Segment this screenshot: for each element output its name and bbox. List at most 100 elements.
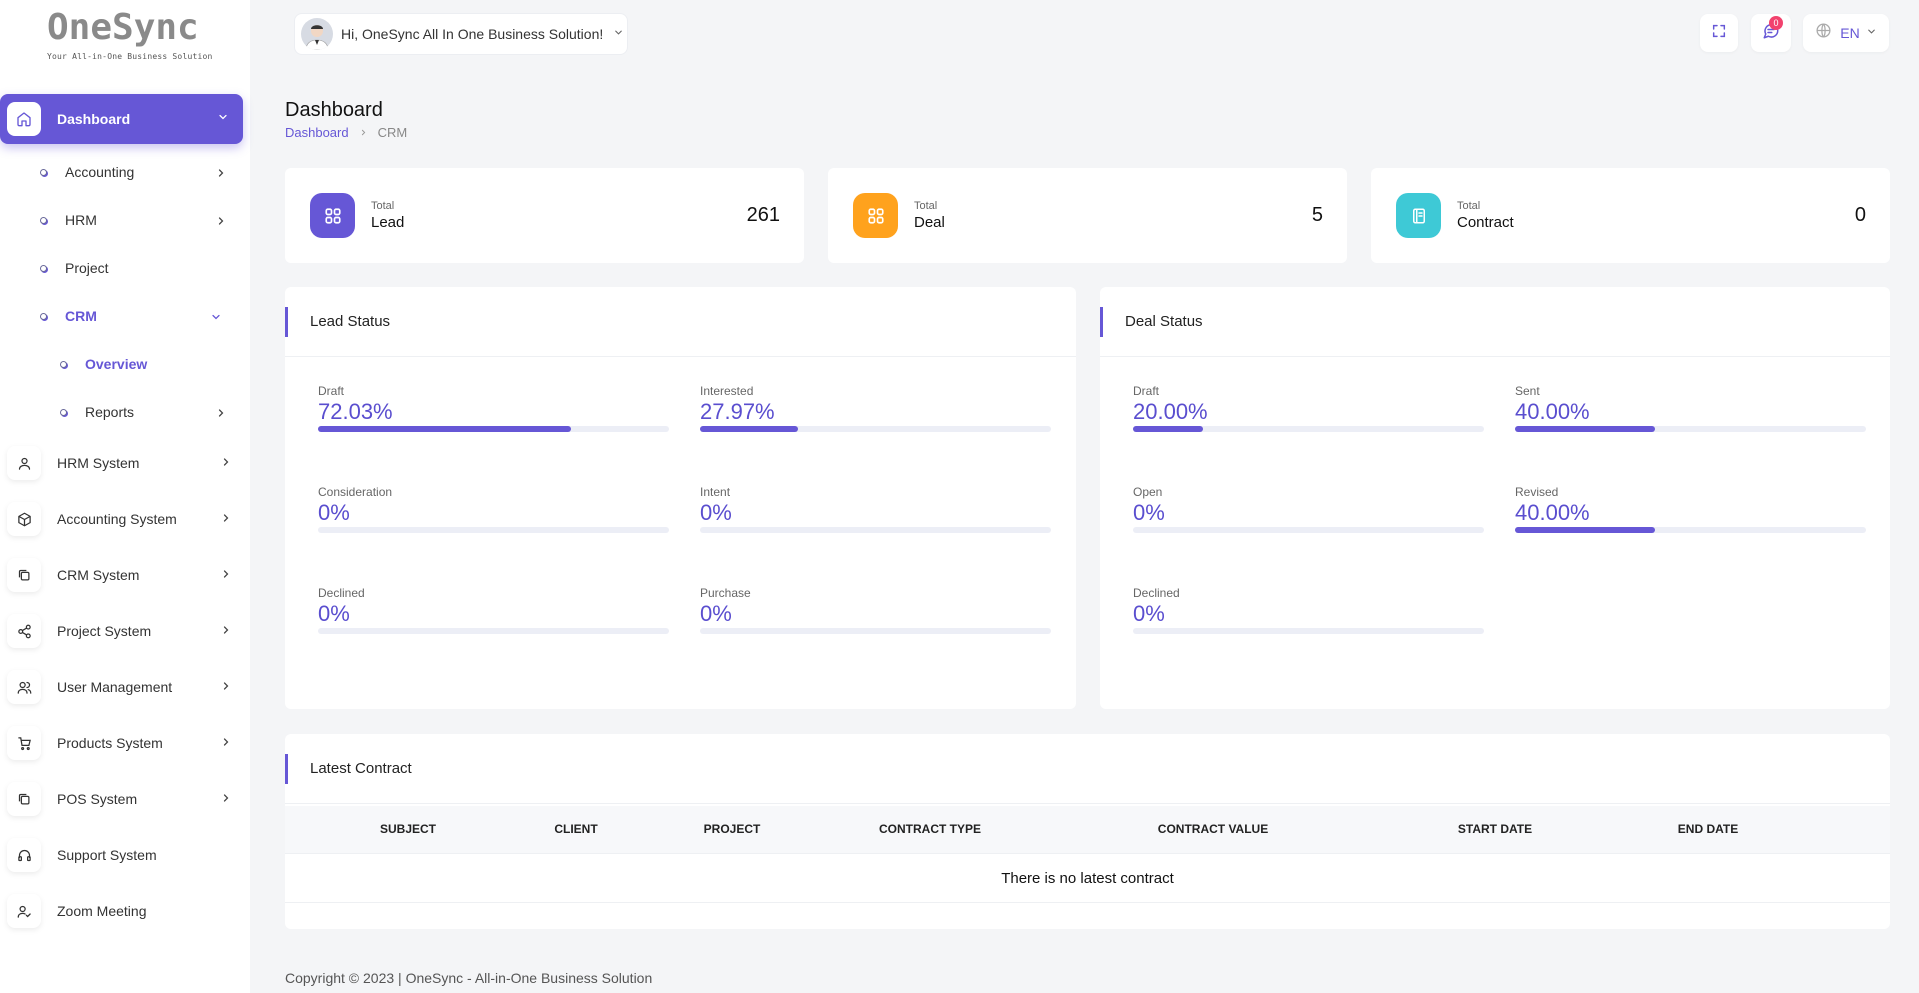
metric-value: 0% — [1133, 500, 1165, 525]
sidebar-item-label: Products System — [57, 735, 163, 751]
home-icon — [7, 102, 41, 136]
column-header[interactable]: CONTRACT VALUE — [1157, 822, 1269, 836]
chevron-right-icon — [220, 679, 232, 695]
sidebar-subitem-label: Overview — [85, 356, 148, 372]
lead-status-panel: Lead Status Draft 72.03% Interested 27.9… — [285, 287, 1076, 709]
metric-label: Open — [1133, 485, 1163, 499]
logo-title: OneSync — [47, 7, 199, 48]
avatar — [301, 18, 333, 50]
user-icon — [7, 446, 41, 480]
chevron-right-icon — [220, 791, 232, 807]
sidebar-subitem-accounting[interactable]: Accounting — [40, 162, 230, 182]
stat-value: 261 — [746, 204, 780, 226]
stat-card-contract: Total Contract 0 — [1371, 168, 1890, 263]
panel-header: Deal Status — [1100, 287, 1890, 357]
sidebar-subitem-label: CRM — [65, 308, 97, 324]
sidebar-item-crm-system[interactable]: CRM System — [7, 558, 232, 592]
lead-metric-declined: Declined 0% — [318, 586, 669, 634]
chevron-down-icon — [1866, 24, 1877, 42]
metric-value: 27.97% — [700, 399, 775, 424]
column-header[interactable]: CLIENT — [554, 822, 598, 836]
sidebar-subitem-crm[interactable]: CRM — [40, 306, 230, 326]
progress-fill — [1515, 426, 1656, 432]
stat-label: Contract — [1457, 214, 1514, 231]
metric-label: Interested — [700, 384, 754, 398]
grid-icon — [310, 193, 355, 238]
column-header[interactable]: CONTRACT TYPE — [879, 822, 981, 836]
stat-caption: Total — [371, 200, 395, 212]
progress-bar — [1133, 527, 1484, 533]
column-header[interactable]: END DATE — [1677, 822, 1739, 836]
fullscreen-icon — [1711, 23, 1727, 44]
metric-label: Declined — [318, 586, 365, 600]
latest-contract-panel: Latest Contract SUBJECT CLIENT PROJECT C… — [285, 734, 1890, 929]
fullscreen-button[interactable] — [1700, 14, 1738, 52]
stat-value: 0 — [1854, 204, 1866, 226]
metric-value: 0% — [700, 601, 732, 626]
sidebar-subitem-reports[interactable]: Reports — [60, 402, 230, 422]
metric-label: Revised — [1515, 485, 1559, 499]
bullet-icon — [40, 312, 47, 320]
column-header[interactable]: PROJECT — [703, 822, 761, 836]
sidebar-item-label: Accounting System — [57, 511, 177, 527]
language-selector[interactable]: EN — [1803, 14, 1889, 52]
stat-caption: Total — [914, 200, 938, 212]
layers-icon — [7, 782, 41, 816]
metric-label: Intent — [700, 485, 731, 499]
logo[interactable]: OneSync Your All-in-One Business Solutio… — [47, 6, 213, 61]
sidebar-item-user-management[interactable]: User Management — [7, 670, 232, 704]
sidebar-subitem-project[interactable]: Project — [40, 258, 230, 278]
sidebar-item-label: Project System — [57, 623, 152, 639]
chevron-right-icon — [220, 623, 232, 639]
sidebar-item-products-system[interactable]: Products System — [7, 726, 232, 760]
column-header[interactable]: SUBJECT — [379, 822, 437, 836]
sidebar-item-dashboard[interactable]: Dashboard — [0, 94, 243, 144]
chevron-right-icon — [220, 567, 232, 583]
sidebar-item-label: Dashboard — [57, 111, 131, 127]
bullet-icon — [60, 360, 67, 368]
progress-fill — [318, 426, 571, 432]
sidebar-item-hrm-system[interactable]: HRM System — [7, 446, 232, 480]
sidebar-item-accounting-system[interactable]: Accounting System — [7, 502, 232, 536]
metric-label: Declined — [1133, 586, 1180, 600]
breadcrumb-link-dashboard[interactable]: Dashboard — [285, 125, 349, 140]
share-icon — [7, 614, 41, 648]
sidebar-item-zoom-meeting[interactable]: Zoom Meeting — [7, 894, 232, 928]
user-menu[interactable]: Hi, OneSync All In One Business Solution… — [294, 13, 628, 55]
table-empty-message: There is no latest contract — [285, 855, 1890, 903]
panel-header: Latest Contract — [285, 734, 1890, 804]
chevron-right-icon — [220, 735, 232, 751]
metric-value: 0% — [318, 500, 350, 525]
metric-label: Consideration — [318, 485, 393, 499]
chevron-down-icon — [613, 25, 624, 43]
language-label: EN — [1840, 25, 1860, 41]
sidebar-item-project-system[interactable]: Project System — [7, 614, 232, 648]
progress-fill — [1515, 527, 1656, 533]
progress-bar — [700, 527, 1051, 533]
sidebar-item-support-system[interactable]: Support System — [7, 838, 232, 872]
notification-badge: 0 — [1769, 16, 1783, 30]
metric-label: Sent — [1515, 384, 1540, 398]
panel-header: Lead Status — [285, 287, 1076, 357]
metric-value: 0% — [700, 500, 732, 525]
sidebar: OneSync Your All-in-One Business Solutio… — [0, 0, 250, 993]
report-icon — [1396, 193, 1441, 238]
sidebar-item-label: Zoom Meeting — [57, 903, 147, 919]
sidebar-item-pos-system[interactable]: POS System — [7, 782, 232, 816]
messages-button[interactable]: 0 — [1751, 14, 1791, 52]
lead-metric-consideration: Consideration 0% — [318, 485, 669, 533]
bullet-icon — [40, 168, 47, 176]
progress-bar — [700, 426, 1051, 432]
sidebar-item-label: HRM System — [57, 455, 140, 471]
breadcrumb: Dashboard CRM — [285, 125, 407, 140]
sidebar-subitem-hrm[interactable]: HRM — [40, 210, 230, 230]
sidebar-subitem-overview[interactable]: Overview — [60, 354, 230, 374]
user-check-icon — [7, 894, 41, 928]
column-header[interactable]: START DATE — [1457, 822, 1533, 836]
users-icon — [7, 670, 41, 704]
metric-value: 40.00% — [1515, 500, 1590, 525]
metric-value: 0% — [318, 601, 350, 626]
metric-label: Draft — [318, 384, 345, 398]
progress-bar — [1133, 426, 1484, 432]
stat-card-deal: Total Deal 5 — [828, 168, 1347, 263]
